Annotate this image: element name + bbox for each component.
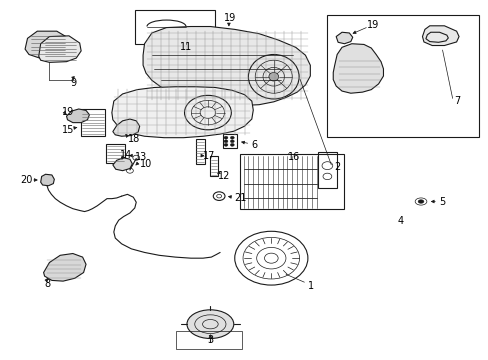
Bar	[317, 152, 336, 188]
Ellipse shape	[268, 72, 278, 81]
Polygon shape	[143, 27, 310, 105]
Ellipse shape	[417, 200, 423, 203]
Bar	[327, 15, 478, 137]
Polygon shape	[112, 87, 253, 138]
Bar	[195, 139, 204, 164]
Polygon shape	[41, 174, 54, 186]
Polygon shape	[113, 158, 132, 171]
Text: 14: 14	[120, 150, 132, 160]
Polygon shape	[113, 119, 140, 136]
Ellipse shape	[186, 310, 233, 338]
Text: 2: 2	[334, 162, 340, 172]
Ellipse shape	[230, 143, 234, 146]
Text: 15: 15	[61, 125, 74, 135]
Text: 21: 21	[234, 193, 246, 203]
Ellipse shape	[178, 31, 183, 35]
Text: 12: 12	[217, 171, 229, 181]
Text: 19: 19	[61, 107, 74, 117]
Text: 16: 16	[288, 152, 300, 162]
Ellipse shape	[224, 136, 227, 139]
Polygon shape	[332, 44, 383, 93]
Bar	[81, 109, 104, 136]
Text: 17: 17	[203, 150, 215, 161]
Text: 7: 7	[453, 96, 460, 106]
Bar	[105, 144, 125, 163]
Text: 8: 8	[44, 279, 51, 289]
Text: 1: 1	[307, 281, 313, 291]
Ellipse shape	[230, 136, 234, 139]
Text: 20: 20	[20, 175, 33, 185]
Bar	[176, 331, 242, 348]
Text: 4: 4	[397, 216, 403, 226]
Text: 6: 6	[251, 140, 257, 150]
Bar	[210, 156, 217, 176]
Polygon shape	[25, 31, 71, 58]
Polygon shape	[422, 26, 458, 45]
Polygon shape	[335, 32, 352, 44]
Text: 19: 19	[366, 20, 379, 30]
Text: 5: 5	[439, 197, 445, 207]
Bar	[135, 10, 215, 44]
Text: 13: 13	[135, 152, 147, 162]
Text: 10: 10	[140, 159, 152, 169]
Bar	[222, 134, 237, 148]
Ellipse shape	[224, 143, 227, 146]
Text: 9: 9	[71, 78, 77, 88]
Text: 18: 18	[127, 134, 140, 144]
Text: 11: 11	[180, 42, 192, 52]
Polygon shape	[43, 253, 86, 281]
Polygon shape	[66, 109, 89, 123]
Ellipse shape	[224, 140, 227, 143]
Text: 19: 19	[224, 13, 236, 23]
Bar	[239, 154, 344, 210]
Ellipse shape	[230, 140, 234, 143]
Polygon shape	[39, 36, 81, 62]
Text: 3: 3	[207, 335, 213, 345]
